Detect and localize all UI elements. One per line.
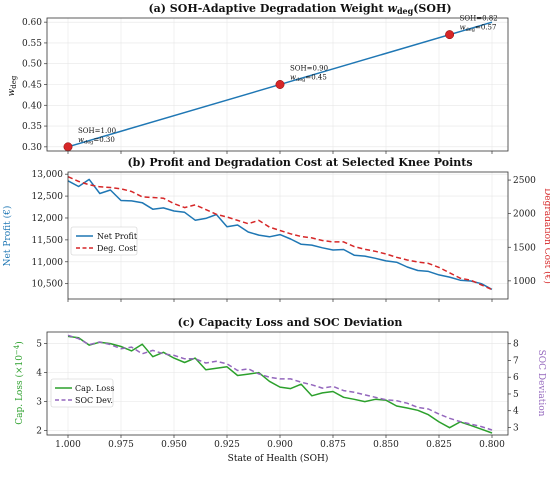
panel-c-ticks: 1.000 0.975 0.950 0.925 0.900 0.875 0.850 0.825… (36, 340, 519, 450)
panel-c-ylabel: Cap. Loss (×10−4) (13, 341, 25, 425)
x-tick-label: 0.925 (214, 440, 240, 450)
panel-b-ticks: 10,500 11,000 11,500 12,000 12,500 13,000 1000… (32, 170, 536, 302)
panel-b-y2label: Degradation Cost (€) (542, 188, 550, 284)
panel-c-legend: Cap. Loss SOC Dev. (50, 378, 114, 408)
y2-tick-label: 3 (513, 423, 519, 433)
panel-a-ylabel: wdeg (7, 75, 18, 96)
panel-b-series (67, 176, 493, 291)
panel-a-title: (a) SOH-Adaptive Degradation Weight wdeg… (148, 2, 451, 16)
knee-point-weight-label: wdeg=0.30 (78, 136, 115, 146)
panel-b-legend-box (70, 226, 138, 256)
y2-tick-label: 7 (513, 356, 519, 366)
x-tick-label: 0.875 (320, 440, 346, 450)
y-tick-label: 0.60 (22, 18, 42, 28)
x-tick-label: 0.975 (108, 440, 134, 450)
x-tick-label: 0.825 (426, 440, 452, 450)
y-tick-label: 0.50 (22, 60, 42, 70)
knee-point-marker (63, 142, 73, 152)
x-tick-label: 0.900 (267, 440, 293, 450)
panel-a: (a) SOH-Adaptive Degradation Weight wdeg… (7, 2, 509, 154)
y2-tick-label: 6 (513, 373, 519, 383)
y-tick-label: 0.55 (22, 39, 42, 49)
y-tick-label: 12,000 (32, 214, 64, 224)
knee-point-weight-label: wdeg=0.45 (290, 74, 327, 84)
series-net-profit-line (67, 178, 493, 291)
y-tick-label: 2 (36, 427, 42, 437)
x-tick-label: 0.800 (479, 440, 505, 450)
knee-point-soh-label: SOH=0.82 (460, 15, 498, 23)
panel-a-ticks: 0.30 0.35 0.40 0.45 0.50 0.55 0.60 (22, 18, 493, 154)
knee-point-weight-label: wdeg=0.57 (460, 24, 497, 34)
panel-c: (c) Capacity Loss and SOC Deviation 1.00… (13, 316, 546, 464)
x-tick-label: 0.950 (161, 440, 187, 450)
y2-tick-label: 4 (513, 407, 519, 417)
y-tick-label: 13,000 (32, 170, 64, 180)
panel-c-series (67, 334, 493, 434)
legend-soc-dev-label: SOC Dev. (75, 396, 113, 405)
y-tick-label: 4 (36, 369, 42, 379)
legend-deg-cost-label: Deg. Cost (97, 244, 137, 253)
panel-b-title: (b) Profit and Degradation Cost at Selec… (127, 156, 472, 169)
panel-b-grid (67, 172, 508, 299)
panel-a-frame (46, 17, 509, 152)
y-tick-label: 12,500 (32, 192, 64, 202)
panel-c-title: (c) Capacity Loss and SOC Deviation (178, 316, 403, 329)
y2-tick-label: 1000 (513, 277, 536, 287)
y2-tick-label: 8 (513, 340, 519, 350)
knee-point-marker (275, 80, 285, 89)
panel-b-legend: Net Profit Deg. Cost (70, 226, 138, 256)
knee-point-marker (445, 30, 455, 40)
y-tick-label: 3 (36, 398, 42, 408)
panel-c-y2label: SOC Deviation (536, 350, 546, 417)
y2-tick-label: 2000 (513, 210, 536, 220)
knee-point-soh-label: SOH=1.00 (78, 127, 116, 135)
panel-c-xlabel: State of Health (SOH) (228, 453, 329, 464)
y-tick-label: 5 (36, 340, 42, 350)
series-soc-dev-line (67, 334, 493, 431)
y-tick-label: 0.40 (22, 101, 42, 111)
y-tick-label: 0.35 (22, 122, 42, 132)
legend-net-profit-label: Net Profit (97, 232, 138, 241)
y-tick-label: 11,500 (32, 236, 64, 246)
knee-point-soh-label: SOH=0.90 (290, 65, 328, 73)
x-tick-label: 0.850 (373, 440, 399, 450)
y-tick-label: 11,000 (32, 258, 64, 268)
panel-b-frame (67, 171, 509, 300)
y-tick-label: 10,500 (32, 280, 64, 290)
panel-c-frame (46, 331, 509, 436)
series-cap-loss-line (67, 335, 493, 434)
panel-c-legend-box (50, 378, 114, 408)
y2-tick-label: 2500 (513, 176, 536, 186)
panel-b: (b) Profit and Degradation Cost at Selec… (2, 156, 550, 302)
y-tick-label: 0.45 (22, 81, 42, 91)
y2-tick-label: 1500 (513, 243, 536, 253)
series-deg-cost-line (67, 176, 493, 291)
legend-cap-loss-label: Cap. Loss (75, 384, 114, 393)
y2-tick-label: 5 (513, 390, 519, 400)
panel-b-ylabel: Net Profit (€) (2, 206, 13, 267)
x-tick-label: 1.000 (55, 440, 81, 450)
y-tick-label: 0.30 (22, 143, 42, 153)
